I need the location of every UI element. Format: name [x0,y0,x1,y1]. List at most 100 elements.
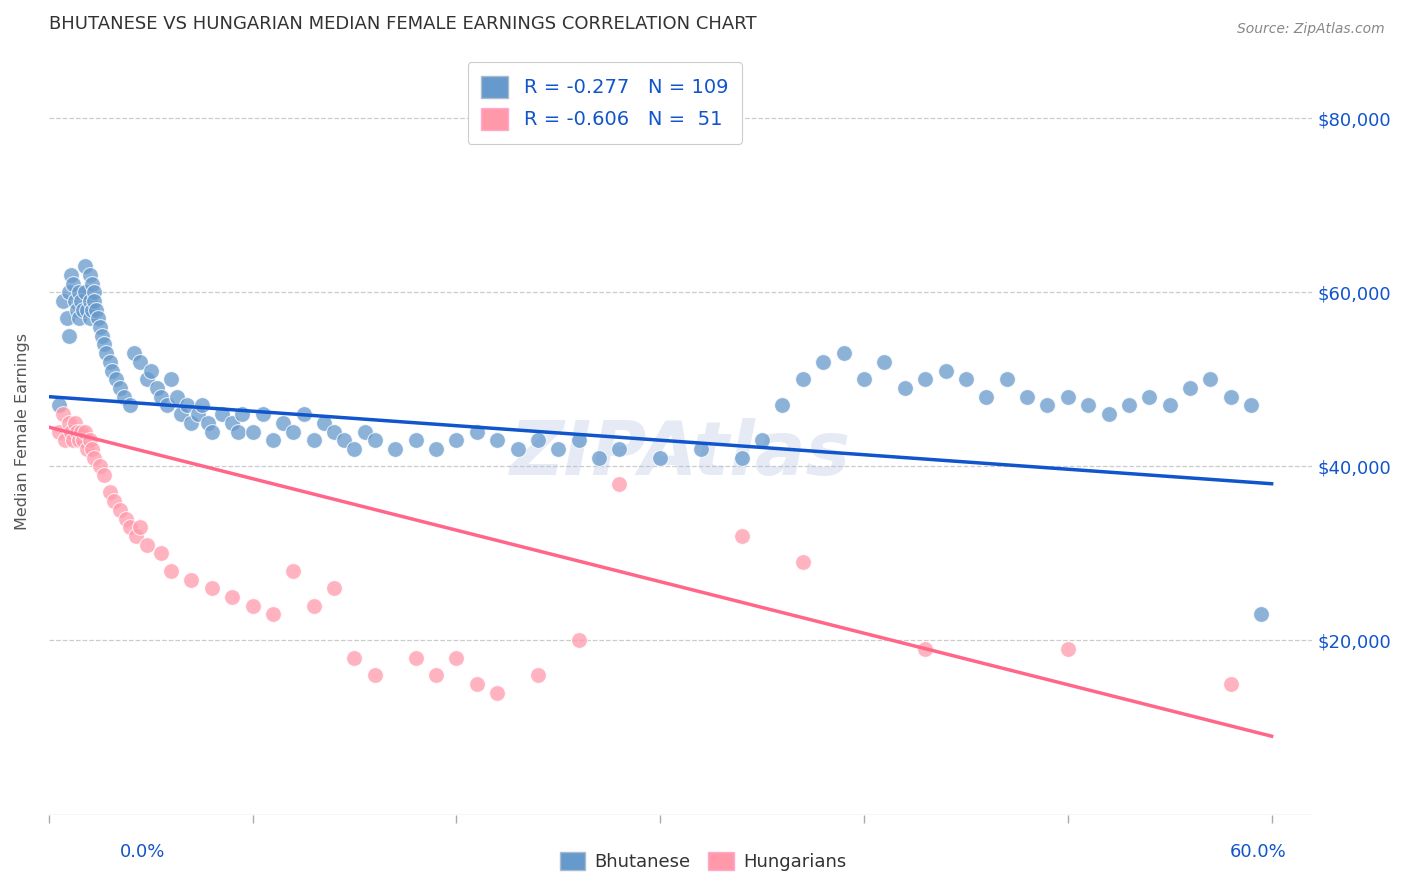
Point [384,442,406,456]
Point [93,337,115,351]
Point [1056,390,1078,404]
Point [67,285,90,300]
Point [160,372,183,386]
Point [262,607,284,622]
Point [84,302,107,317]
Point [772,398,794,412]
Point [690,442,713,456]
Point [108,381,131,395]
Point [231,407,253,421]
Point [76,302,98,317]
Point [527,434,550,448]
Point [139,363,162,377]
Point [1097,407,1119,421]
Point [58,328,80,343]
Point [974,390,997,404]
Point [1219,390,1241,404]
Point [125,529,148,543]
Point [79,311,101,326]
Point [58,416,80,430]
Point [53,434,76,448]
Point [115,511,138,525]
Point [650,450,672,465]
Point [312,416,335,430]
Point [166,390,188,404]
Point [135,372,157,386]
Point [271,416,294,430]
Point [83,293,105,308]
Point [149,390,172,404]
Point [792,372,814,386]
Point [62,277,84,291]
Point [1137,390,1160,404]
Point [955,372,977,386]
Point [609,476,631,491]
Point [101,363,124,377]
Point [48,425,70,439]
Point [832,346,855,360]
Point [914,642,936,657]
Point [1199,372,1222,386]
Point [80,442,103,456]
Point [186,407,208,421]
Point [486,686,509,700]
Point [1159,398,1181,412]
Point [405,434,427,448]
Point [446,434,468,448]
Point [98,485,121,500]
Point [67,311,90,326]
Point [568,633,591,648]
Point [160,564,183,578]
Point [83,285,105,300]
Point [211,407,233,421]
Point [262,434,284,448]
Point [79,293,101,308]
Point [283,425,305,439]
Point [995,372,1018,386]
Point [292,407,315,421]
Point [1219,677,1241,691]
Point [221,416,243,430]
Point [914,372,936,386]
Point [323,425,346,439]
Point [58,285,80,300]
Point [343,651,366,665]
Point [364,434,387,448]
Point [221,590,243,604]
Point [527,668,550,682]
Point [242,425,264,439]
Point [80,277,103,291]
Point [1118,398,1140,412]
Point [731,450,754,465]
Text: 0.0%: 0.0% [120,843,165,861]
Point [65,293,87,308]
Point [465,425,488,439]
Point [156,398,179,412]
Point [364,668,387,682]
Point [547,442,569,456]
Point [60,268,83,282]
Point [75,425,97,439]
Point [56,311,79,326]
Point [343,442,366,456]
Point [72,302,94,317]
Point [405,651,427,665]
Point [66,302,89,317]
Point [353,425,375,439]
Point [1178,381,1201,395]
Point [853,372,876,386]
Point [52,407,75,421]
Point [90,328,112,343]
Text: Source: ZipAtlas.com: Source: ZipAtlas.com [1237,22,1385,37]
Point [1015,390,1038,404]
Point [180,573,202,587]
Point [873,355,896,369]
Point [66,425,89,439]
Point [103,494,125,508]
Point [190,398,212,412]
Point [1240,398,1263,412]
Point [108,503,131,517]
Point [792,555,814,569]
Point [197,416,219,430]
Point [568,434,591,448]
